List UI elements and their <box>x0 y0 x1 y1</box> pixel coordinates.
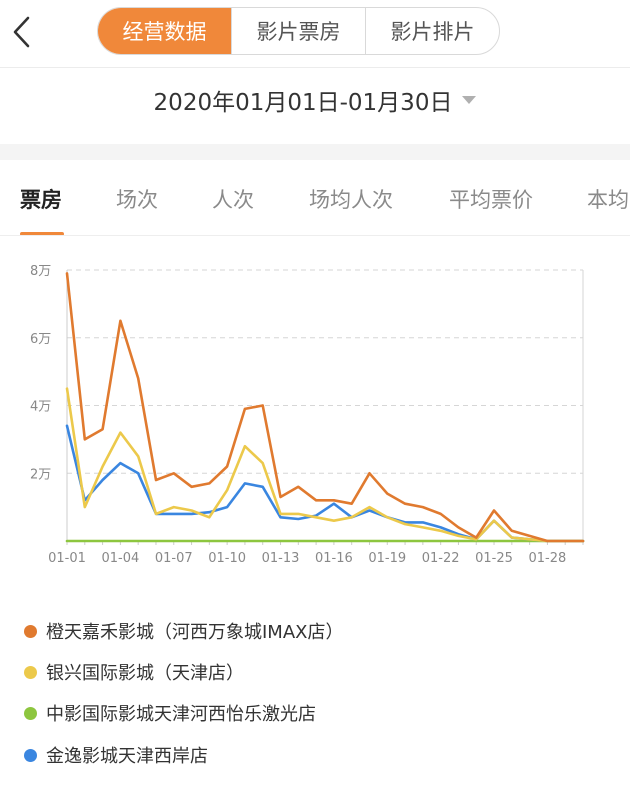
x-tick-label: 01-19 <box>368 551 406 566</box>
x-tick-label: 01-10 <box>208 551 246 566</box>
legend-swatch <box>24 706 37 720</box>
legend-item[interactable]: 橙天嘉禾影城（河西万象城IMAX店） <box>24 618 343 644</box>
segment-operating-data[interactable]: 经营数据 <box>98 8 231 54</box>
date-range-label: 2020年01月01日-01月30日 <box>153 90 453 116</box>
series-line <box>65 387 585 543</box>
divider <box>0 235 630 236</box>
tab-more[interactable]: 本均 <box>587 188 629 212</box>
x-tick-label: 01-25 <box>475 551 513 566</box>
y-tick-label: 8万 <box>30 264 51 279</box>
legend-item[interactable]: 金逸影城天津西岸店 <box>24 742 208 768</box>
y-tick-label: 2万 <box>30 467 51 482</box>
tab-box-office[interactable]: 票房 <box>20 188 62 212</box>
box-office-chart: 8万 6万 4万 2万 01-01 01-04 01-07 01-10 01-13 01-16 01… <box>0 250 630 580</box>
legend-label: 金逸影城天津西岸店 <box>46 746 208 767</box>
legend-label: 中影国际影城天津河西怡乐激光店 <box>46 704 316 725</box>
legend-label: 银兴国际影城（天津店） <box>46 663 244 684</box>
segment-film-box-office[interactable]: 影片票房 <box>231 8 365 54</box>
section-separator <box>0 144 630 160</box>
view-switcher: 经营数据 影片票房 影片排片 <box>97 7 500 55</box>
x-tick-label: 01-01 <box>48 551 86 566</box>
legend-swatch <box>24 665 37 679</box>
date-range-picker[interactable]: 2020年01月01日-01月30日 <box>0 78 630 122</box>
segment-film-schedule[interactable]: 影片排片 <box>365 8 499 54</box>
divider <box>0 67 630 68</box>
top-nav: 经营数据 影片票房 影片排片 <box>0 0 630 66</box>
legend-item[interactable]: 中影国际影城天津河西怡乐激光店 <box>24 700 316 726</box>
x-tick-label: 01-07 <box>155 551 193 566</box>
legend-swatch <box>24 624 37 638</box>
line-chart: 8万 6万 4万 2万 01-01 01-04 01-07 01-10 01-13 01-16 01… <box>30 264 585 566</box>
series-line <box>65 272 585 543</box>
x-tick-label: 01-16 <box>315 551 353 566</box>
back-button[interactable] <box>6 12 38 52</box>
tab-screenings[interactable]: 场次 <box>116 188 158 212</box>
active-tab-indicator <box>20 232 64 236</box>
y-tick-label: 6万 <box>30 332 51 347</box>
tab-avg-ticket-price[interactable]: 平均票价 <box>449 188 533 212</box>
y-tick-label: 4万 <box>30 400 51 415</box>
tab-avg-admissions[interactable]: 场均人次 <box>309 188 393 212</box>
legend-label: 橙天嘉禾影城（河西万象城IMAX店） <box>46 622 344 643</box>
x-tick-label: 01-22 <box>422 551 460 566</box>
legend-swatch <box>24 748 37 762</box>
x-tick-label: 01-04 <box>101 551 139 566</box>
tab-admissions[interactable]: 人次 <box>212 188 254 212</box>
legend-item[interactable]: 银兴国际影城（天津店） <box>24 659 244 685</box>
caret-down-icon <box>462 96 477 104</box>
chevron-left-icon <box>13 16 30 48</box>
metric-tabs: 票房 场次 人次 场均人次 平均票价 本均 <box>0 160 630 236</box>
x-tick-label: 01-13 <box>262 551 300 566</box>
x-tick-label: 01-28 <box>529 551 567 566</box>
